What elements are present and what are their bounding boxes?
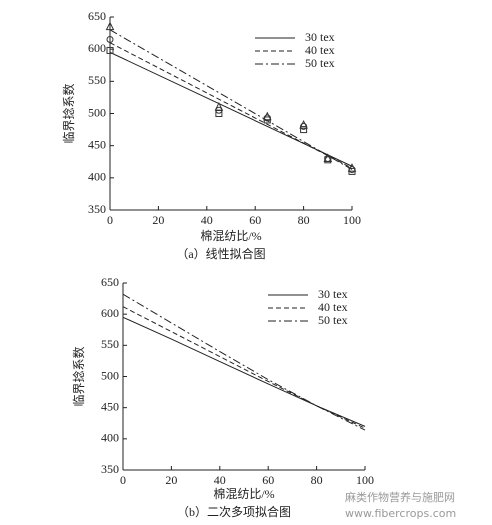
fit-line bbox=[122, 306, 366, 429]
legend-label: 30 tex bbox=[318, 287, 348, 301]
data-point bbox=[347, 163, 357, 172]
legend-label: 40 tex bbox=[318, 300, 348, 314]
y-tick-label: 600 bbox=[88, 41, 106, 55]
watermark: www.fibercrops.com bbox=[345, 507, 456, 520]
x-tick-label: 80 bbox=[298, 213, 310, 227]
legend-label: 40 tex bbox=[305, 43, 335, 57]
y-tick-label: 400 bbox=[101, 431, 119, 445]
data-point bbox=[106, 36, 114, 44]
watermark: 麻类作物营养与施肥网 bbox=[345, 490, 455, 504]
y-axis-label: 临界捻系数 bbox=[71, 346, 86, 406]
data-point bbox=[323, 153, 333, 163]
legend-label: 30 tex bbox=[305, 30, 335, 44]
fit-line bbox=[122, 316, 366, 427]
x-tick-label: 20 bbox=[165, 473, 177, 487]
data-point bbox=[262, 111, 272, 121]
y-tick-label: 650 bbox=[101, 275, 119, 289]
y-tick-label: 500 bbox=[88, 105, 106, 119]
y-tick-label: 600 bbox=[101, 306, 119, 320]
y-tick-label: 400 bbox=[88, 170, 106, 184]
data-point bbox=[105, 21, 115, 31]
x-tick-label: 0 bbox=[107, 213, 113, 227]
caption: （a）线性拟合图 bbox=[176, 246, 265, 261]
y-tick-label: 450 bbox=[88, 137, 106, 151]
y-tick-label: 650 bbox=[88, 9, 106, 23]
x-tick-label: 0 bbox=[120, 473, 126, 487]
legend-label: 50 tex bbox=[318, 313, 348, 327]
y-tick-label: 550 bbox=[88, 73, 106, 87]
x-tick-label: 20 bbox=[152, 213, 164, 227]
x-tick-label: 60 bbox=[249, 213, 261, 227]
x-tick-label: 80 bbox=[311, 473, 323, 487]
x-tick-label: 100 bbox=[343, 213, 361, 227]
x-tick-label: 100 bbox=[356, 473, 374, 487]
data-point bbox=[300, 126, 308, 134]
y-tick-label: 550 bbox=[101, 337, 119, 351]
y-tick-label: 350 bbox=[101, 462, 119, 476]
y-tick-label: 350 bbox=[88, 202, 106, 216]
y-tick-label: 500 bbox=[101, 368, 119, 382]
fit-line bbox=[109, 29, 353, 170]
x-axis-label: 棉混纺比/% bbox=[213, 487, 274, 501]
y-axis-label: 临界捻系数 bbox=[61, 83, 76, 143]
data-point bbox=[106, 46, 114, 54]
x-axis-label: 棉混纺比/% bbox=[200, 229, 261, 243]
y-tick-label: 450 bbox=[101, 399, 119, 413]
x-tick-label: 60 bbox=[262, 473, 274, 487]
legend-label: 50 tex bbox=[305, 56, 335, 70]
caption: （b）二次多项拟合图 bbox=[177, 504, 291, 519]
x-tick-label: 40 bbox=[214, 473, 226, 487]
x-tick-label: 40 bbox=[201, 213, 213, 227]
data-point bbox=[214, 101, 224, 111]
data-point bbox=[299, 119, 308, 129]
fit-line bbox=[109, 42, 353, 169]
fit-line bbox=[122, 293, 366, 431]
